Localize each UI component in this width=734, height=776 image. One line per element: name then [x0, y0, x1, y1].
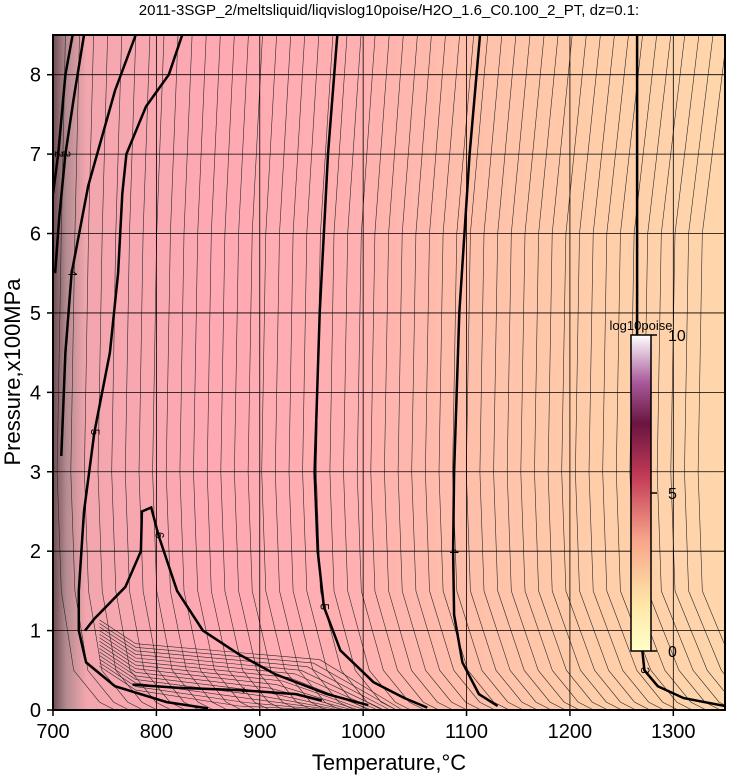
contour-line-6 — [84, 505, 369, 707]
colorbar-title: log10poise — [610, 318, 673, 333]
thin-contour — [99, 666, 322, 710]
x-tick-label: 800 — [140, 721, 173, 743]
contour-label-4: 4 — [65, 270, 79, 277]
chart-title: 2011-3SGP_2/meltsliquid/liqvislog10poise… — [139, 2, 639, 19]
colorbar-tick-label: 10 — [668, 328, 686, 345]
thin-contour — [99, 658, 335, 710]
x-axis-title: Temperature,°C — [312, 750, 466, 775]
y-tick-label: 0 — [30, 700, 41, 722]
thin-contour — [99, 619, 403, 710]
labeled-contour-lines — [53, 35, 725, 710]
y-tick-label: 3 — [30, 462, 41, 484]
y-tick-label: 6 — [30, 224, 41, 246]
y-tick-label: 8 — [30, 65, 41, 87]
thin-contour — [99, 623, 397, 710]
contour-line-4 — [451, 35, 499, 708]
thin-contour — [99, 626, 391, 710]
y-tick-label: 4 — [30, 382, 41, 404]
contour-label-5: 5 — [88, 429, 102, 436]
thin-contour — [99, 651, 347, 710]
colorbar-bar — [630, 334, 652, 652]
contour-line-7 — [132, 683, 323, 702]
plot-background — [53, 35, 725, 710]
contour-label-4: 4 — [447, 548, 461, 555]
colorbar-ticks: 0 5 10 — [651, 328, 686, 661]
y-tick-label: 2 — [30, 541, 41, 563]
x-tick-label: 900 — [243, 721, 276, 743]
x-axis-ticks: 700 800 900 1000 1100 1200 1300 — [36, 710, 696, 743]
plot-frame — [52, 34, 726, 711]
y-tick-label: 5 — [30, 303, 41, 325]
contour-line-5 — [77, 35, 209, 710]
colorbar: log10poise 0 5 10 — [610, 318, 686, 661]
colorbar-tick-label: 0 — [668, 644, 677, 661]
contour-label-7: 7 — [233, 687, 247, 694]
thin-contour — [99, 662, 329, 710]
y-tick-label: 7 — [30, 144, 41, 166]
contour-line-2 — [53, 35, 74, 194]
y-axis-title: Pressure,x100MPa — [0, 278, 25, 466]
colorbar-tick-label: 5 — [668, 486, 677, 503]
contour-line-4 — [60, 35, 137, 456]
y-tick-label: 1 — [30, 621, 41, 643]
contour-label-3: 3 — [638, 667, 652, 674]
contour-line-3 — [53, 35, 86, 274]
x-tick-label: 1200 — [548, 721, 593, 743]
contour-label-6: 6 — [152, 532, 166, 539]
x-tick-label: 700 — [36, 721, 69, 743]
contour-label-5: 5 — [318, 603, 332, 610]
y-axis-ticks: 0 1 2 3 4 5 6 7 8 — [30, 65, 53, 722]
contour-label-2: 2 — [52, 151, 66, 158]
x-tick-label: 1100 — [445, 721, 488, 743]
contour-line-5 — [313, 35, 428, 709]
thin-contour — [99, 644, 360, 710]
x-tick-label: 1000 — [341, 721, 386, 743]
thin-contour — [99, 641, 366, 710]
contour-label-3: 3 — [59, 151, 73, 158]
thin-contour — [99, 630, 384, 710]
thin-contour — [99, 633, 378, 710]
x-tick-label: 1300 — [651, 721, 696, 743]
